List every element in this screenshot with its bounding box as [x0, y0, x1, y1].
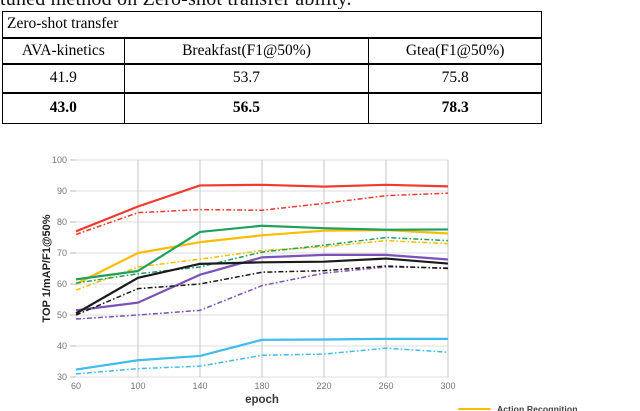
clipped-caption-line: tuned method on Zero-shot transfer abili… [0, 0, 640, 9]
table-row: 41.9 53.7 75.8 [2, 63, 542, 94]
table-cell: 43.0 [2, 92, 125, 124]
svg-text:100: 100 [130, 381, 145, 391]
svg-text:40: 40 [57, 341, 67, 351]
table-header-row: AVA-kinetics Breakfast(F1@50%) Gtea(F1@5… [2, 37, 542, 65]
table-span-header: Zero-shot transfer [2, 11, 542, 39]
svg-text:80: 80 [57, 217, 67, 227]
svg-text:220: 220 [316, 381, 331, 391]
svg-text:300: 300 [440, 381, 455, 391]
legend-line-swatch [458, 407, 491, 411]
svg-text:70: 70 [57, 248, 67, 258]
table-cell: 41.9 [2, 63, 125, 94]
legend-item-action-recognition: Action Recognition [458, 404, 619, 411]
zero-shot-transfer-table: Zero-shot transfer AVA-kinetics Breakfas… [2, 11, 542, 124]
svg-text:60: 60 [57, 279, 67, 289]
svg-text:100: 100 [52, 155, 67, 165]
line-chart-figure: 30 40 50 60 70 80 90 100 60 100 140 180 220 260 300 epo… [0, 150, 640, 411]
column-header-ava-kinetics: AVA-kinetics [2, 37, 125, 65]
caption-text: tuned method on Zero-shot transfer abili… [0, 0, 640, 9]
table-row: 43.0 56.5 78.3 [2, 92, 542, 124]
svg-text:TOP 1/mAP/F1@50%: TOP 1/mAP/F1@50% [41, 214, 53, 322]
svg-text:30: 30 [57, 372, 67, 382]
table-cell: 78.3 [368, 92, 542, 124]
table-cell: 56.5 [123, 92, 370, 124]
column-header-gtea: Gtea(F1@50%) [368, 37, 542, 65]
svg-text:50: 50 [57, 310, 67, 320]
table-cell: 53.7 [123, 63, 370, 94]
svg-text:90: 90 [57, 186, 67, 196]
column-header-breakfast: Breakfast(F1@50%) [123, 37, 370, 65]
table-cell: 75.8 [368, 63, 542, 94]
line-chart: 30 40 50 60 70 80 90 100 60 100 140 180 220 260 300 epo… [41, 155, 456, 406]
table-row: Zero-shot transfer [2, 11, 542, 39]
svg-text:epoch: epoch [245, 394, 279, 406]
chart-legend: Action Recognition Spatial Action Detect… [458, 404, 619, 411]
svg-text:260: 260 [378, 381, 393, 391]
svg-text:140: 140 [192, 381, 207, 391]
svg-text:180: 180 [254, 381, 269, 391]
svg-text:60: 60 [71, 381, 81, 391]
legend-label: Action Recognition [497, 404, 578, 411]
